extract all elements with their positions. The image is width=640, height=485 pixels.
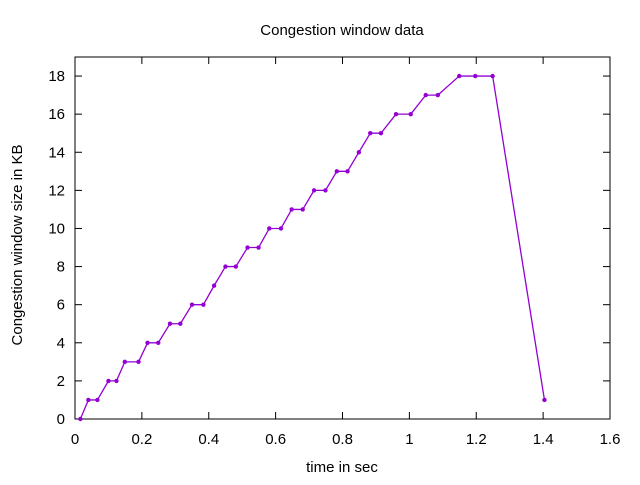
data-point: [473, 73, 478, 79]
data-point: [114, 378, 119, 384]
y-tick-label: 14: [48, 144, 65, 161]
data-point: [211, 283, 217, 288]
data-point: [300, 207, 305, 212]
data-point: [223, 264, 228, 269]
y-tick-label: 8: [57, 259, 65, 276]
chart-title: Congestion window data: [260, 22, 424, 39]
data-point: [245, 245, 250, 250]
y-tick-label: 10: [48, 220, 65, 237]
x-tick-label: 1.4: [533, 431, 554, 448]
data-point: [167, 321, 173, 326]
y-tick-label: 18: [48, 68, 65, 85]
data-point: [201, 302, 206, 307]
y-tick-label: 12: [48, 182, 65, 199]
x-tick-label: 0.8: [332, 431, 353, 448]
data-point: [356, 150, 362, 155]
y-tick-label: 0: [57, 411, 65, 428]
data-point: [334, 169, 340, 174]
data-point: [408, 111, 413, 117]
data-point: [289, 207, 294, 212]
data-point: [393, 111, 399, 117]
x-tick-label: 0.2: [131, 431, 152, 448]
y-tick-label: 4: [57, 335, 65, 352]
data-point: [423, 92, 428, 98]
data-point: [311, 188, 317, 193]
data-point: [189, 302, 195, 307]
y-tick-label: 2: [57, 373, 65, 390]
data-point: [457, 73, 462, 79]
data-point: [178, 321, 183, 326]
data-point: [233, 264, 239, 269]
data-point: [323, 188, 328, 193]
x-tick-label: 0.4: [198, 431, 219, 448]
data-point: [145, 340, 150, 345]
data-point: [368, 131, 373, 136]
data-point: [122, 359, 128, 365]
y-axis-title: Congestion window size in KB: [9, 145, 26, 346]
y-tick-label: 6: [57, 297, 65, 314]
data-point: [490, 73, 495, 79]
series-layer: [78, 73, 547, 422]
data-point: [267, 226, 272, 231]
y-tick-label: 16: [48, 106, 65, 123]
x-tick-label: 1.6: [600, 431, 621, 448]
plot-area-frame: [74, 56, 611, 420]
series-line: [79, 75, 546, 420]
x-tick-label: 1: [405, 431, 413, 448]
data-point: [136, 359, 141, 365]
data-point: [156, 340, 161, 345]
data-point: [435, 92, 440, 98]
data-point: [86, 397, 91, 403]
data-point: [542, 397, 547, 403]
data-point: [78, 416, 83, 422]
data-point: [378, 131, 384, 136]
data-point: [106, 378, 111, 384]
ticks-layer: 0 0.2 0.4 0.6 0.8 1 1.2 1.4 1.6 0 2 4 6 8 10 12 14 16 18: [48, 57, 620, 448]
x-tick-label: 1.2: [466, 431, 487, 448]
data-point: [278, 226, 284, 231]
data-point: [95, 397, 100, 403]
x-axis-title: time in sec: [306, 459, 378, 476]
x-tick-label: 0: [71, 431, 79, 448]
data-point: [345, 169, 350, 174]
data-point: [256, 245, 261, 250]
x-tick-label: 0.6: [265, 431, 286, 448]
